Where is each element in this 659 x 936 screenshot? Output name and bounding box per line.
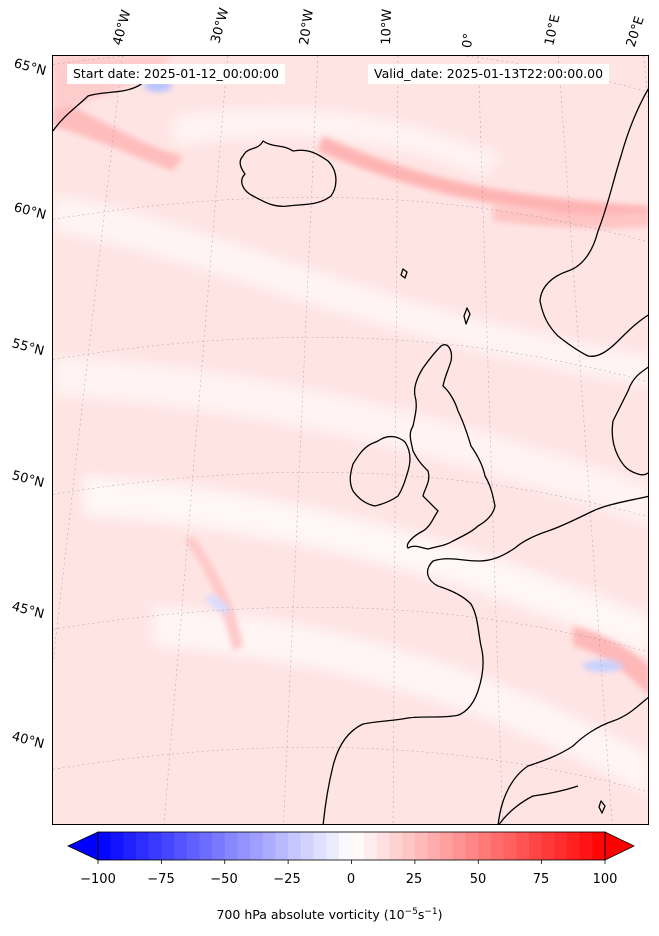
- colorbar-cell: [250, 832, 264, 860]
- colorbar-tick-label: 0: [346, 872, 356, 887]
- shetland-coast: [463, 307, 471, 325]
- colorbar-cell: [161, 832, 175, 860]
- colorbar-cell: [136, 832, 150, 860]
- colorbar-cell: [338, 832, 353, 860]
- colorbar-cell: [110, 832, 124, 860]
- colorbar-cell: [186, 832, 200, 860]
- ireland-coast: [349, 435, 411, 507]
- colorbar-cell: [566, 832, 581, 860]
- iberia-coast: [498, 785, 579, 824]
- start-date-label: Start date: 2025-01-12_00:00:00: [67, 64, 285, 84]
- colorbar-cell: [465, 832, 479, 860]
- colorbar-cell: [351, 832, 365, 860]
- colorbar-ticks: [97, 860, 606, 864]
- colorbar-cell: [364, 832, 378, 860]
- graticule: [53, 56, 648, 824]
- colorbar-cell: [224, 832, 239, 860]
- faroe-coast: [400, 268, 408, 279]
- colorbar-cell: [313, 832, 327, 860]
- colorbar-cell: [123, 832, 137, 860]
- colorbar-cell: [174, 832, 188, 860]
- colorbar-cell: [503, 832, 517, 860]
- colorbar-cell: [288, 832, 302, 860]
- norway-coast: [539, 88, 648, 357]
- colorbar-cell: [148, 832, 162, 860]
- colorbar-cell: [199, 832, 213, 860]
- colorbar-cell: [262, 832, 277, 860]
- colorbar-label: 700 hPa absolute vorticity (10−5s−1): [216, 907, 443, 923]
- colorbar-tick-label: −50: [210, 872, 238, 887]
- great-britain-coast: [406, 344, 496, 550]
- valid-date-label: Valid_date: 2025-01-13T22:00:00.00: [368, 64, 610, 84]
- colorbar-cell: [414, 832, 429, 860]
- colorbar-extend-max: [604, 831, 635, 861]
- colorbar-cell: [237, 832, 251, 860]
- iceland-coast: [239, 140, 337, 207]
- colorbar-tick-label: −75: [147, 872, 175, 887]
- colorbar-cell: [490, 832, 505, 860]
- mediterranean-coast: [497, 696, 648, 824]
- colorbar-cell: [528, 832, 543, 860]
- colorbar-cell: [98, 832, 112, 860]
- colorbar-cell: [389, 832, 403, 860]
- colorbar-cell: [275, 832, 289, 860]
- colorbar-tick-label: 75: [532, 872, 550, 887]
- colorbar-tick-label: −25: [273, 872, 301, 887]
- colorbar-cell: [478, 832, 492, 860]
- colorbar-cell: [326, 832, 340, 860]
- colorbar-cell: [402, 832, 416, 860]
- vorticity-field-light-bands: [53, 108, 648, 795]
- colorbar-cell: [541, 832, 555, 860]
- colorbar-cell: [554, 832, 568, 860]
- colorbar-tick-label: 50: [469, 872, 487, 887]
- vorticity-field-background: [53, 56, 648, 824]
- colorbar-tick-label: 25: [405, 872, 423, 887]
- colorbar-tick-label: 100: [592, 872, 618, 887]
- colorbar-cell: [440, 832, 454, 860]
- colorbar-cells: [98, 832, 606, 860]
- colorbar: [67, 831, 635, 864]
- colorbar-cell: [376, 832, 391, 860]
- colorbar-cell: [579, 832, 593, 860]
- colorbar-cell: [212, 832, 226, 860]
- colorbar-cell: [300, 832, 315, 860]
- colorbar-cell: [427, 832, 441, 860]
- colorbar-cell: [452, 832, 467, 860]
- colorbar-tick-label: −100: [80, 872, 116, 887]
- denmark-coast: [611, 366, 648, 476]
- colorbar-cell: [592, 832, 606, 860]
- colorbar-cell: [516, 832, 530, 860]
- continent-coast: [322, 495, 648, 824]
- island-coast: [598, 800, 606, 814]
- colorbar-extend-min: [67, 831, 99, 861]
